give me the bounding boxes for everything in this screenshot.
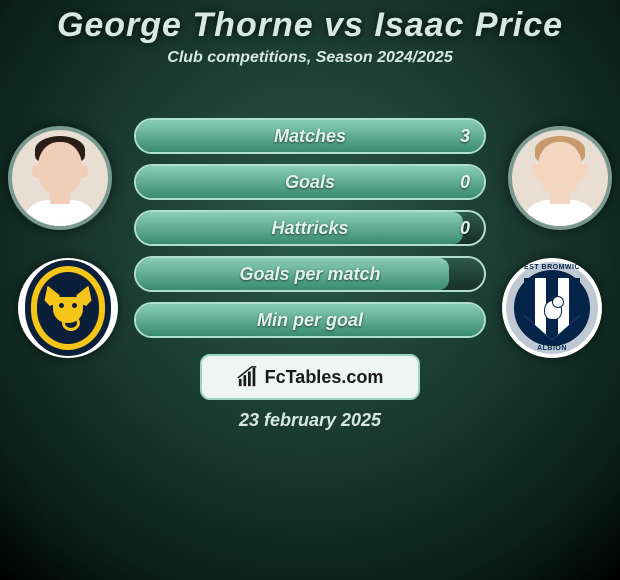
stat-label: Goals: [136, 166, 484, 198]
stat-label: Goals per match: [136, 258, 484, 290]
player-left-silhouette: [12, 130, 108, 226]
west-brom-crest-icon: EST BROMWIC ALBION: [506, 262, 598, 354]
club-left-badge: [18, 258, 118, 358]
brand-box[interactable]: FcTables.com: [200, 354, 420, 400]
stat-value: 0: [460, 166, 470, 198]
stat-bar: Matches3: [134, 118, 486, 154]
stat-bar: Min per goal: [134, 302, 486, 338]
player-right-photo: [508, 126, 612, 230]
comparison-card: George Thorne vs Isaac Price Club compet…: [0, 0, 620, 580]
stat-label: Hattricks: [136, 212, 484, 244]
stats-list: Matches3Goals0Hattricks0Goals per matchM…: [134, 118, 486, 338]
oxford-united-crest-icon: [25, 260, 111, 356]
stat-value: 0: [460, 212, 470, 244]
player-left-photo: [8, 126, 112, 230]
stat-bar: Goals per match: [134, 256, 486, 292]
page-subtitle: Club competitions, Season 2024/2025: [0, 49, 620, 67]
page-title: George Thorne vs Isaac Price: [0, 0, 620, 45]
player-right-silhouette: [512, 130, 608, 226]
stat-label: Matches: [136, 120, 484, 152]
stat-bar: Hattricks0: [134, 210, 486, 246]
club-right-badge: EST BROMWIC ALBION: [502, 258, 602, 358]
brand-text: FcTables.com: [265, 367, 384, 388]
stat-bar: Goals0: [134, 164, 486, 200]
stat-value: 3: [460, 120, 470, 152]
stat-label: Min per goal: [136, 304, 484, 336]
date-text: 23 february 2025: [0, 410, 620, 431]
bar-chart-icon: [237, 366, 259, 388]
